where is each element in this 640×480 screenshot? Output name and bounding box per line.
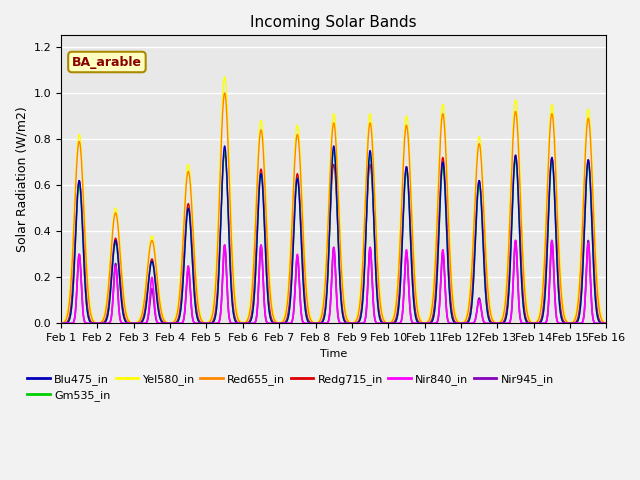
Legend: Blu475_in, Gm535_in, Yel580_in, Red655_in, Redg715_in, Nir840_in, Nir945_in: Blu475_in, Gm535_in, Yel580_in, Red655_i… [23, 369, 558, 406]
X-axis label: Time: Time [320, 349, 348, 359]
Text: BA_arable: BA_arable [72, 56, 142, 69]
Y-axis label: Solar Radiation (W/m2): Solar Radiation (W/m2) [15, 107, 28, 252]
Title: Incoming Solar Bands: Incoming Solar Bands [250, 15, 417, 30]
